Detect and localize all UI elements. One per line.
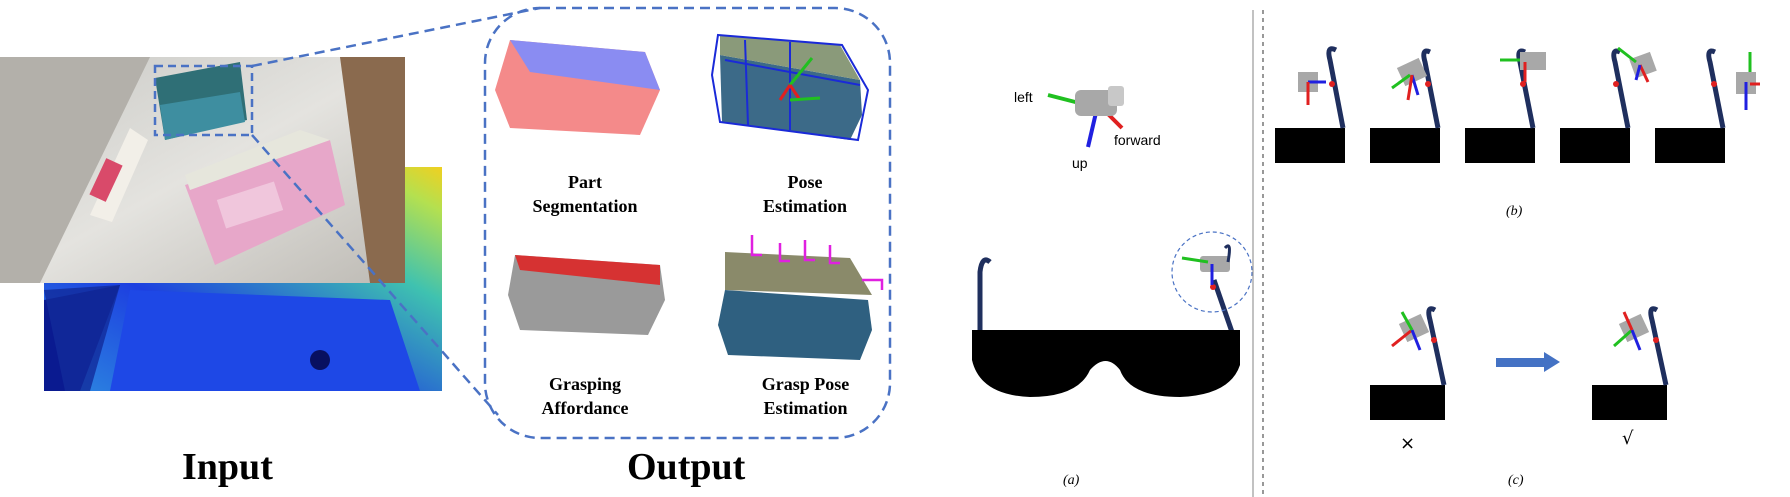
caption-line2: Segmentation: [532, 196, 638, 216]
axis-label-forward: forward: [1114, 132, 1161, 148]
panel-b-frame-3: [1465, 48, 1546, 163]
panel-b-frame-5: [1655, 48, 1760, 163]
caption-line1: Part: [568, 172, 602, 192]
panel-c-arrow: [1496, 352, 1560, 372]
caption-line1: Grasp Pose: [761, 374, 850, 394]
axis-label-left: left: [1014, 89, 1033, 105]
caption-grasping-affordance: Grasping Affordance: [505, 372, 665, 420]
caption-line1: Grasping: [548, 374, 622, 394]
caption-part-segmentation: Part Segmentation: [505, 170, 665, 218]
caption-line2: Affordance: [541, 398, 629, 418]
output-box: [483, 6, 892, 440]
caption-line2: Estimation: [762, 196, 847, 216]
correct-mark: √: [1622, 428, 1634, 449]
input-label: Input: [182, 446, 273, 488]
grasping-affordance-image: [508, 255, 665, 335]
panel-a-zoom-circle: [1171, 231, 1253, 313]
panel-c-correct-pose: [1592, 306, 1669, 420]
zoom-line-bottom: [251, 134, 499, 416]
caption-line2: Estimation: [763, 398, 848, 418]
panel-a-glasses: [972, 257, 1240, 397]
grasp-pose-estimation-image: [718, 235, 884, 360]
output-label: Output: [627, 446, 746, 488]
caption-line1: Pose: [787, 172, 823, 192]
panel-b-frame-4: [1560, 46, 1657, 163]
caption-grasp-pose-estimation: Grasp Pose Estimation: [718, 372, 893, 420]
panel-c-wrong-pose: [1370, 306, 1447, 420]
rgb-image: [0, 57, 405, 283]
zoom-line-top: [251, 6, 541, 68]
panel-b-frame-2: [1370, 48, 1441, 163]
caption-a: (a): [1063, 473, 1080, 488]
caption-pose-estimation: Pose Estimation: [725, 170, 885, 218]
part-segmentation-image: [495, 40, 660, 135]
pose-estimation-image: [710, 33, 870, 142]
axis-label-up: up: [1072, 155, 1088, 171]
caption-c: (c): [1508, 473, 1524, 488]
caption-b: (b): [1506, 204, 1523, 219]
panel-a-axis-diagram: [1047, 86, 1124, 148]
wrong-mark: ×: [1400, 433, 1416, 454]
zoom-region-box: [153, 64, 254, 137]
panel-b-frame-1: [1275, 46, 1346, 163]
panel-a-hinge-detail: [1181, 244, 1231, 285]
